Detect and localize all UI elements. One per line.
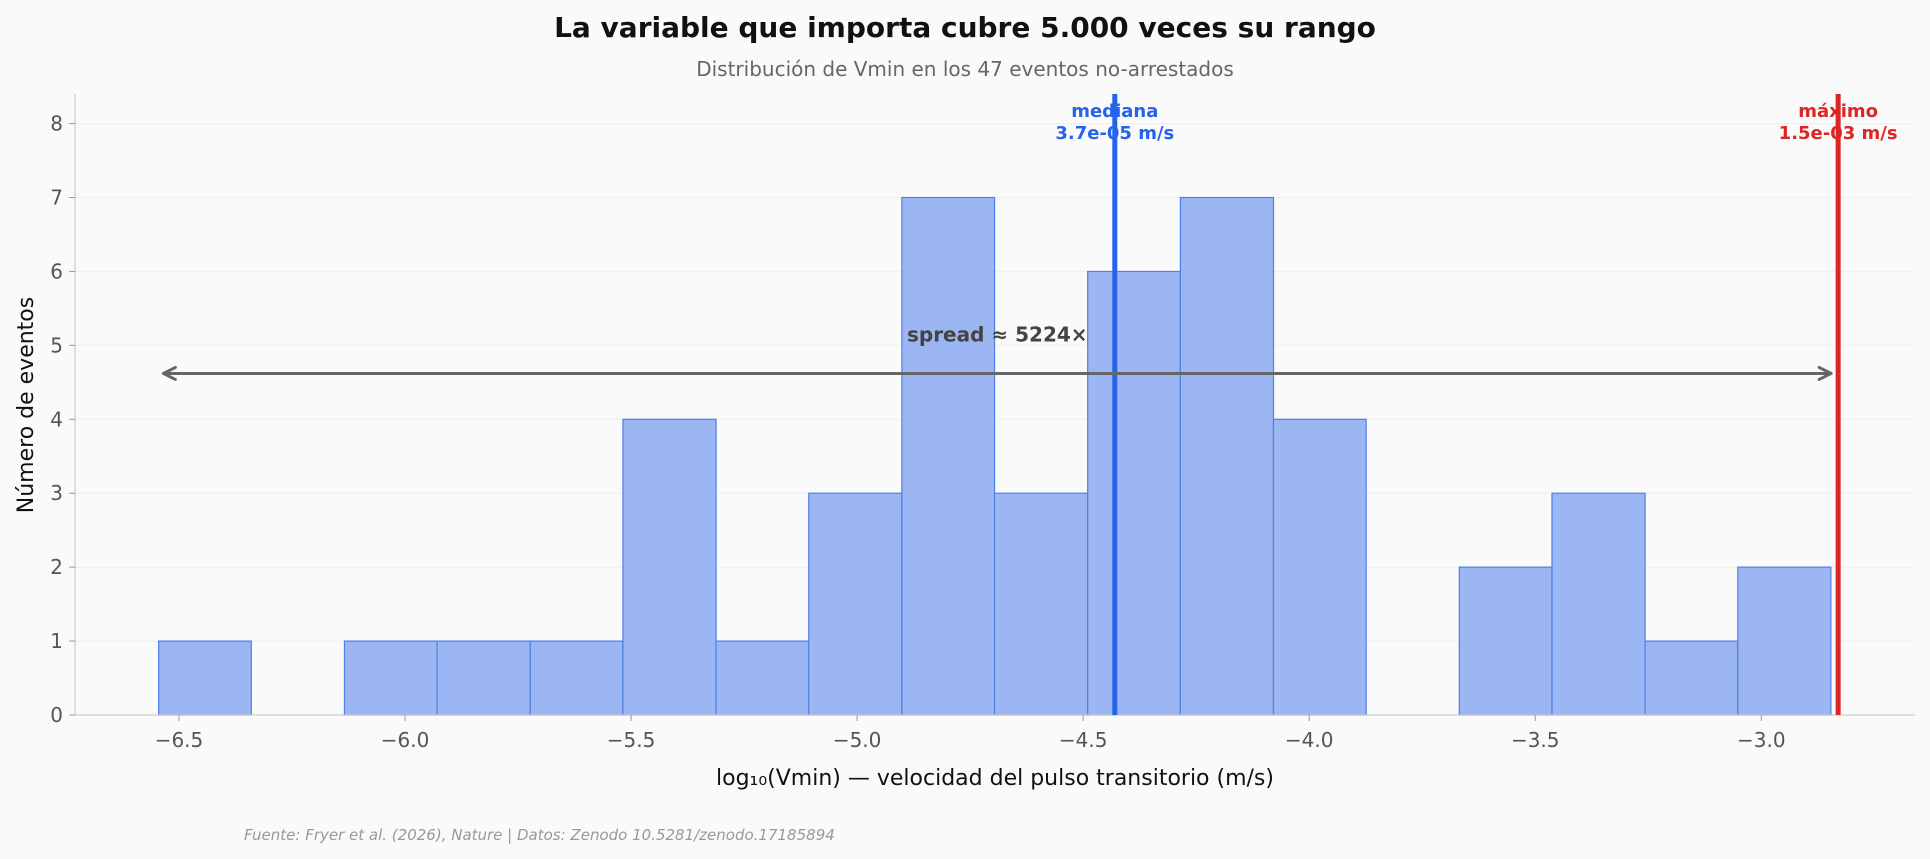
histogram-bar bbox=[1272, 418, 1367, 716]
y-tick-label: 8 bbox=[50, 112, 63, 136]
y-tick-label: 7 bbox=[50, 186, 63, 210]
x-tick-label: −5.5 bbox=[607, 728, 656, 752]
axes-layer: −6.5 −6.0 −5.5 −5.0 −4.5 −4.0 −3.5 −3.0 0 1 2 3 4 5 6 7… bbox=[50, 94, 1915, 752]
histogram-bar bbox=[715, 640, 810, 716]
chart-subtitle: Distribución de Vmin en los 47 eventos n… bbox=[696, 57, 1234, 81]
bars-layer bbox=[158, 196, 1832, 716]
histogram-bar bbox=[529, 640, 624, 716]
spread-label: spread ≈ 5224× bbox=[907, 323, 1088, 347]
y-tick-label: 2 bbox=[50, 555, 63, 579]
y-tick-label: 6 bbox=[50, 259, 63, 283]
chart-title: La variable que importa cubre 5.000 vece… bbox=[554, 11, 1376, 44]
histogram-bar bbox=[1087, 270, 1181, 716]
histogram-bar bbox=[1737, 566, 1832, 716]
x-tick-label: −6.5 bbox=[155, 728, 204, 752]
x-tick-label: −6.0 bbox=[381, 728, 430, 752]
y-tick-label: 3 bbox=[50, 481, 63, 505]
histogram-bar bbox=[343, 640, 438, 716]
y-axis-label: Número de eventos bbox=[14, 297, 39, 513]
spread-arrow-right-head bbox=[1817, 365, 1833, 381]
histogram-bar bbox=[1551, 492, 1646, 716]
histogram-bar bbox=[436, 640, 531, 716]
marker-value-label: 1.5e-03 m/s bbox=[1779, 123, 1898, 144]
spread-arrow-left-head bbox=[161, 365, 177, 381]
histogram-bar bbox=[901, 196, 996, 716]
y-tick-label: 1 bbox=[50, 629, 63, 653]
histogram-bar bbox=[158, 640, 252, 716]
x-tick-label: −3.5 bbox=[1511, 728, 1560, 752]
x-axis-label: log₁₀(Vmin) — velocidad del pulso transi… bbox=[716, 766, 1274, 791]
marker-label: máximo bbox=[1798, 101, 1878, 122]
x-tick-label: −4.5 bbox=[1059, 728, 1108, 752]
x-tick-label: −3.0 bbox=[1737, 728, 1786, 752]
x-tick-label: −4.0 bbox=[1285, 728, 1334, 752]
histogram-bar bbox=[622, 418, 717, 716]
source-note: Fuente: Fryer et al. (2026), Nature | Da… bbox=[244, 826, 835, 844]
histogram-bar bbox=[808, 492, 903, 716]
histogram-bar bbox=[993, 492, 1089, 716]
histogram-bar bbox=[1179, 196, 1275, 716]
y-tick-label: 0 bbox=[50, 703, 63, 727]
histogram-bar bbox=[1644, 640, 1739, 716]
x-tick-label: −5.0 bbox=[833, 728, 882, 752]
marker-value-label: 3.7e-05 m/s bbox=[1055, 123, 1174, 144]
y-tick-label: 5 bbox=[50, 333, 63, 357]
marker-label: mediana bbox=[1071, 101, 1158, 122]
histogram-bar bbox=[1458, 566, 1553, 716]
y-tick-label: 4 bbox=[50, 407, 63, 431]
